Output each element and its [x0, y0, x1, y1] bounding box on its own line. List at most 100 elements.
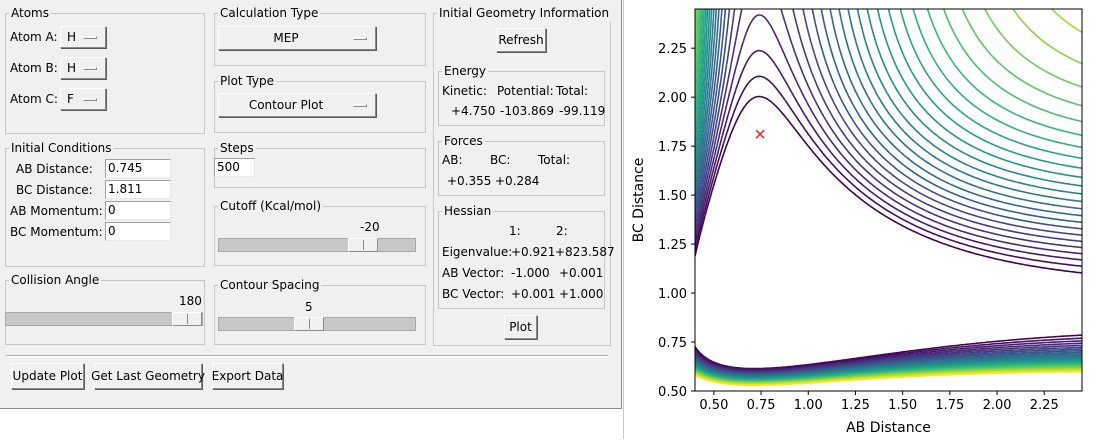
contour-spacing-group: Contour Spacing	[214, 278, 426, 345]
atom-c-menu[interactable]: F	[60, 88, 106, 110]
contour-level	[695, 370, 1082, 387]
collision-angle-slider[interactable]	[5, 312, 203, 326]
total-energy-value: -99.119	[559, 104, 606, 118]
calculation-type-value: MEP	[273, 31, 299, 45]
contour-spacing-value: 5	[305, 300, 313, 314]
force-ab-label: AB:	[442, 153, 463, 167]
collision-angle-legend: Collision Angle	[9, 273, 102, 288]
atom-a-menu[interactable]: H	[60, 26, 106, 48]
atoms-legend: Atoms	[9, 6, 51, 21]
force-bc-label: BC:	[490, 153, 511, 167]
ab-momentum-input[interactable]: 0	[105, 201, 171, 220]
hessian-col1-header: 1:	[509, 224, 521, 238]
get-last-geometry-button[interactable]: Get Last Geometry	[91, 363, 205, 389]
bc-vector-2: +1.000	[559, 287, 604, 301]
ab-vector-1: -1.000	[511, 266, 550, 280]
y-tick-label: 0.50	[658, 385, 687, 400]
cutoff-slider[interactable]	[218, 238, 416, 252]
bc-momentum-input[interactable]: 0	[105, 222, 171, 241]
contour-spacing-slider[interactable]	[218, 317, 416, 331]
plot-type-group: Plot Type	[214, 74, 426, 133]
x-tick-label: 1.50	[888, 398, 917, 413]
atom-c-label: Atom C:	[10, 92, 58, 106]
y-tick-label: 2.25	[658, 42, 687, 57]
plot-type-legend: Plot Type	[218, 74, 276, 89]
x-tick-label: 1.00	[794, 398, 823, 413]
axes-frame	[694, 8, 1083, 392]
atom-b-menu[interactable]: H	[60, 57, 106, 79]
bc-distance-label: BC Distance:	[16, 183, 93, 197]
hessian-col2-header: 2:	[556, 224, 568, 238]
eigenvalue-2: +823.587	[555, 245, 615, 259]
ab-distance-input[interactable]: 0.745	[105, 159, 171, 178]
plot-button[interactable]: Plot	[504, 315, 537, 339]
total-energy-label: Total:	[556, 84, 589, 98]
y-tick-label: 1.50	[658, 189, 687, 204]
potential-label: Potential:	[497, 84, 554, 98]
cutoff-group: Cutoff (Kcal/mol)	[214, 199, 426, 266]
cutoff-legend: Cutoff (Kcal/mol)	[218, 199, 324, 214]
update-plot-button[interactable]: Update Plot	[11, 363, 84, 389]
calculation-type-group: Calculation Type	[214, 6, 426, 66]
atoms-group: Atoms	[5, 6, 205, 134]
ab-momentum-label: AB Momentum:	[10, 204, 103, 218]
contour-plot: 0.50 0.75 1.00 1.25 1.50 1.75 2.00 2.25 0.50 0.75…	[629, 0, 1119, 439]
x-tick-label: 0.75	[747, 398, 776, 413]
x-tick-label: 0.50	[699, 398, 728, 413]
hessian-group: Hessian	[438, 204, 605, 309]
forces-legend: Forces	[442, 134, 485, 149]
kinetic-value: +4.750	[451, 104, 496, 118]
geometry-info-group: Initial Geometry Information	[433, 6, 612, 346]
y-tick-label: 1.75	[658, 140, 687, 155]
hessian-legend: Hessian	[442, 204, 494, 219]
menu-indicator-icon	[353, 37, 367, 40]
separator	[6, 355, 608, 357]
atom-a-value: H	[67, 30, 77, 44]
force-bc-value: +0.284	[495, 174, 540, 188]
y-tick-label: 2.00	[658, 91, 687, 106]
contour-spacing-slider-thumb[interactable]	[294, 317, 324, 331]
x-tick-label: 2.25	[1030, 398, 1059, 413]
calculation-type-legend: Calculation Type	[218, 6, 321, 21]
export-data-button[interactable]: Export Data	[212, 363, 283, 389]
x-axis-label: AB Distance	[846, 420, 931, 436]
cutoff-slider-thumb[interactable]	[348, 238, 378, 252]
menu-indicator-icon	[83, 36, 97, 39]
eigenvalue-label: Eigenvalue:	[442, 245, 513, 259]
contour-lines	[695, 9, 1082, 387]
y-tick-label: 1.25	[658, 238, 687, 253]
initial-conditions-group: Initial Conditions	[5, 141, 205, 267]
plot-type-menu[interactable]: Contour Plot	[218, 93, 376, 117]
atom-a-label: Atom A:	[10, 30, 58, 44]
kinetic-label: Kinetic:	[442, 84, 487, 98]
window-divider	[623, 0, 624, 439]
force-ab-value: +0.355	[447, 174, 492, 188]
y-tick-label: 0.75	[658, 336, 687, 351]
control-panel-window: Atoms Atom A: H Atom B: H Atom C: F Calc…	[0, 0, 622, 409]
eigenvalue-1: +0.921	[511, 245, 556, 259]
collision-angle-slider-thumb[interactable]	[172, 312, 202, 326]
contour-plot-svg: 0.50 0.75 1.00 1.25 1.50 1.75 2.00 2.25 0.50 0.75…	[629, 0, 1119, 439]
plot-type-value: Contour Plot	[248, 98, 324, 112]
menu-indicator-icon	[83, 98, 97, 101]
x-tick-label: 2.00	[983, 398, 1012, 413]
contour-spacing-legend: Contour Spacing	[218, 278, 322, 293]
bc-distance-input[interactable]: 1.811	[105, 180, 171, 199]
forces-group: Forces	[438, 134, 605, 196]
y-tick-label: 1.00	[658, 287, 687, 302]
steps-legend: Steps	[218, 141, 256, 156]
atom-b-label: Atom B:	[10, 61, 58, 75]
calculation-type-menu[interactable]: MEP	[218, 26, 376, 50]
ab-vector-label: AB Vector:	[442, 266, 505, 280]
y-axis-label: BC Distance	[631, 158, 647, 243]
axis-ticks: 0.50 0.75 1.00 1.25 1.50 1.75 2.00 2.25 0.50 0.75…	[658, 42, 1059, 413]
x-tick-label: 1.25	[841, 398, 870, 413]
ab-vector-2: +0.001	[559, 266, 604, 280]
refresh-button[interactable]: Refresh	[496, 28, 546, 52]
geometry-info-legend: Initial Geometry Information	[437, 6, 612, 21]
atom-b-value: H	[67, 61, 77, 75]
cutoff-value: -20	[360, 220, 380, 234]
steps-input[interactable]: 500	[214, 158, 255, 177]
potential-value: -103.869	[500, 104, 554, 118]
contour-level	[695, 95, 1082, 370]
